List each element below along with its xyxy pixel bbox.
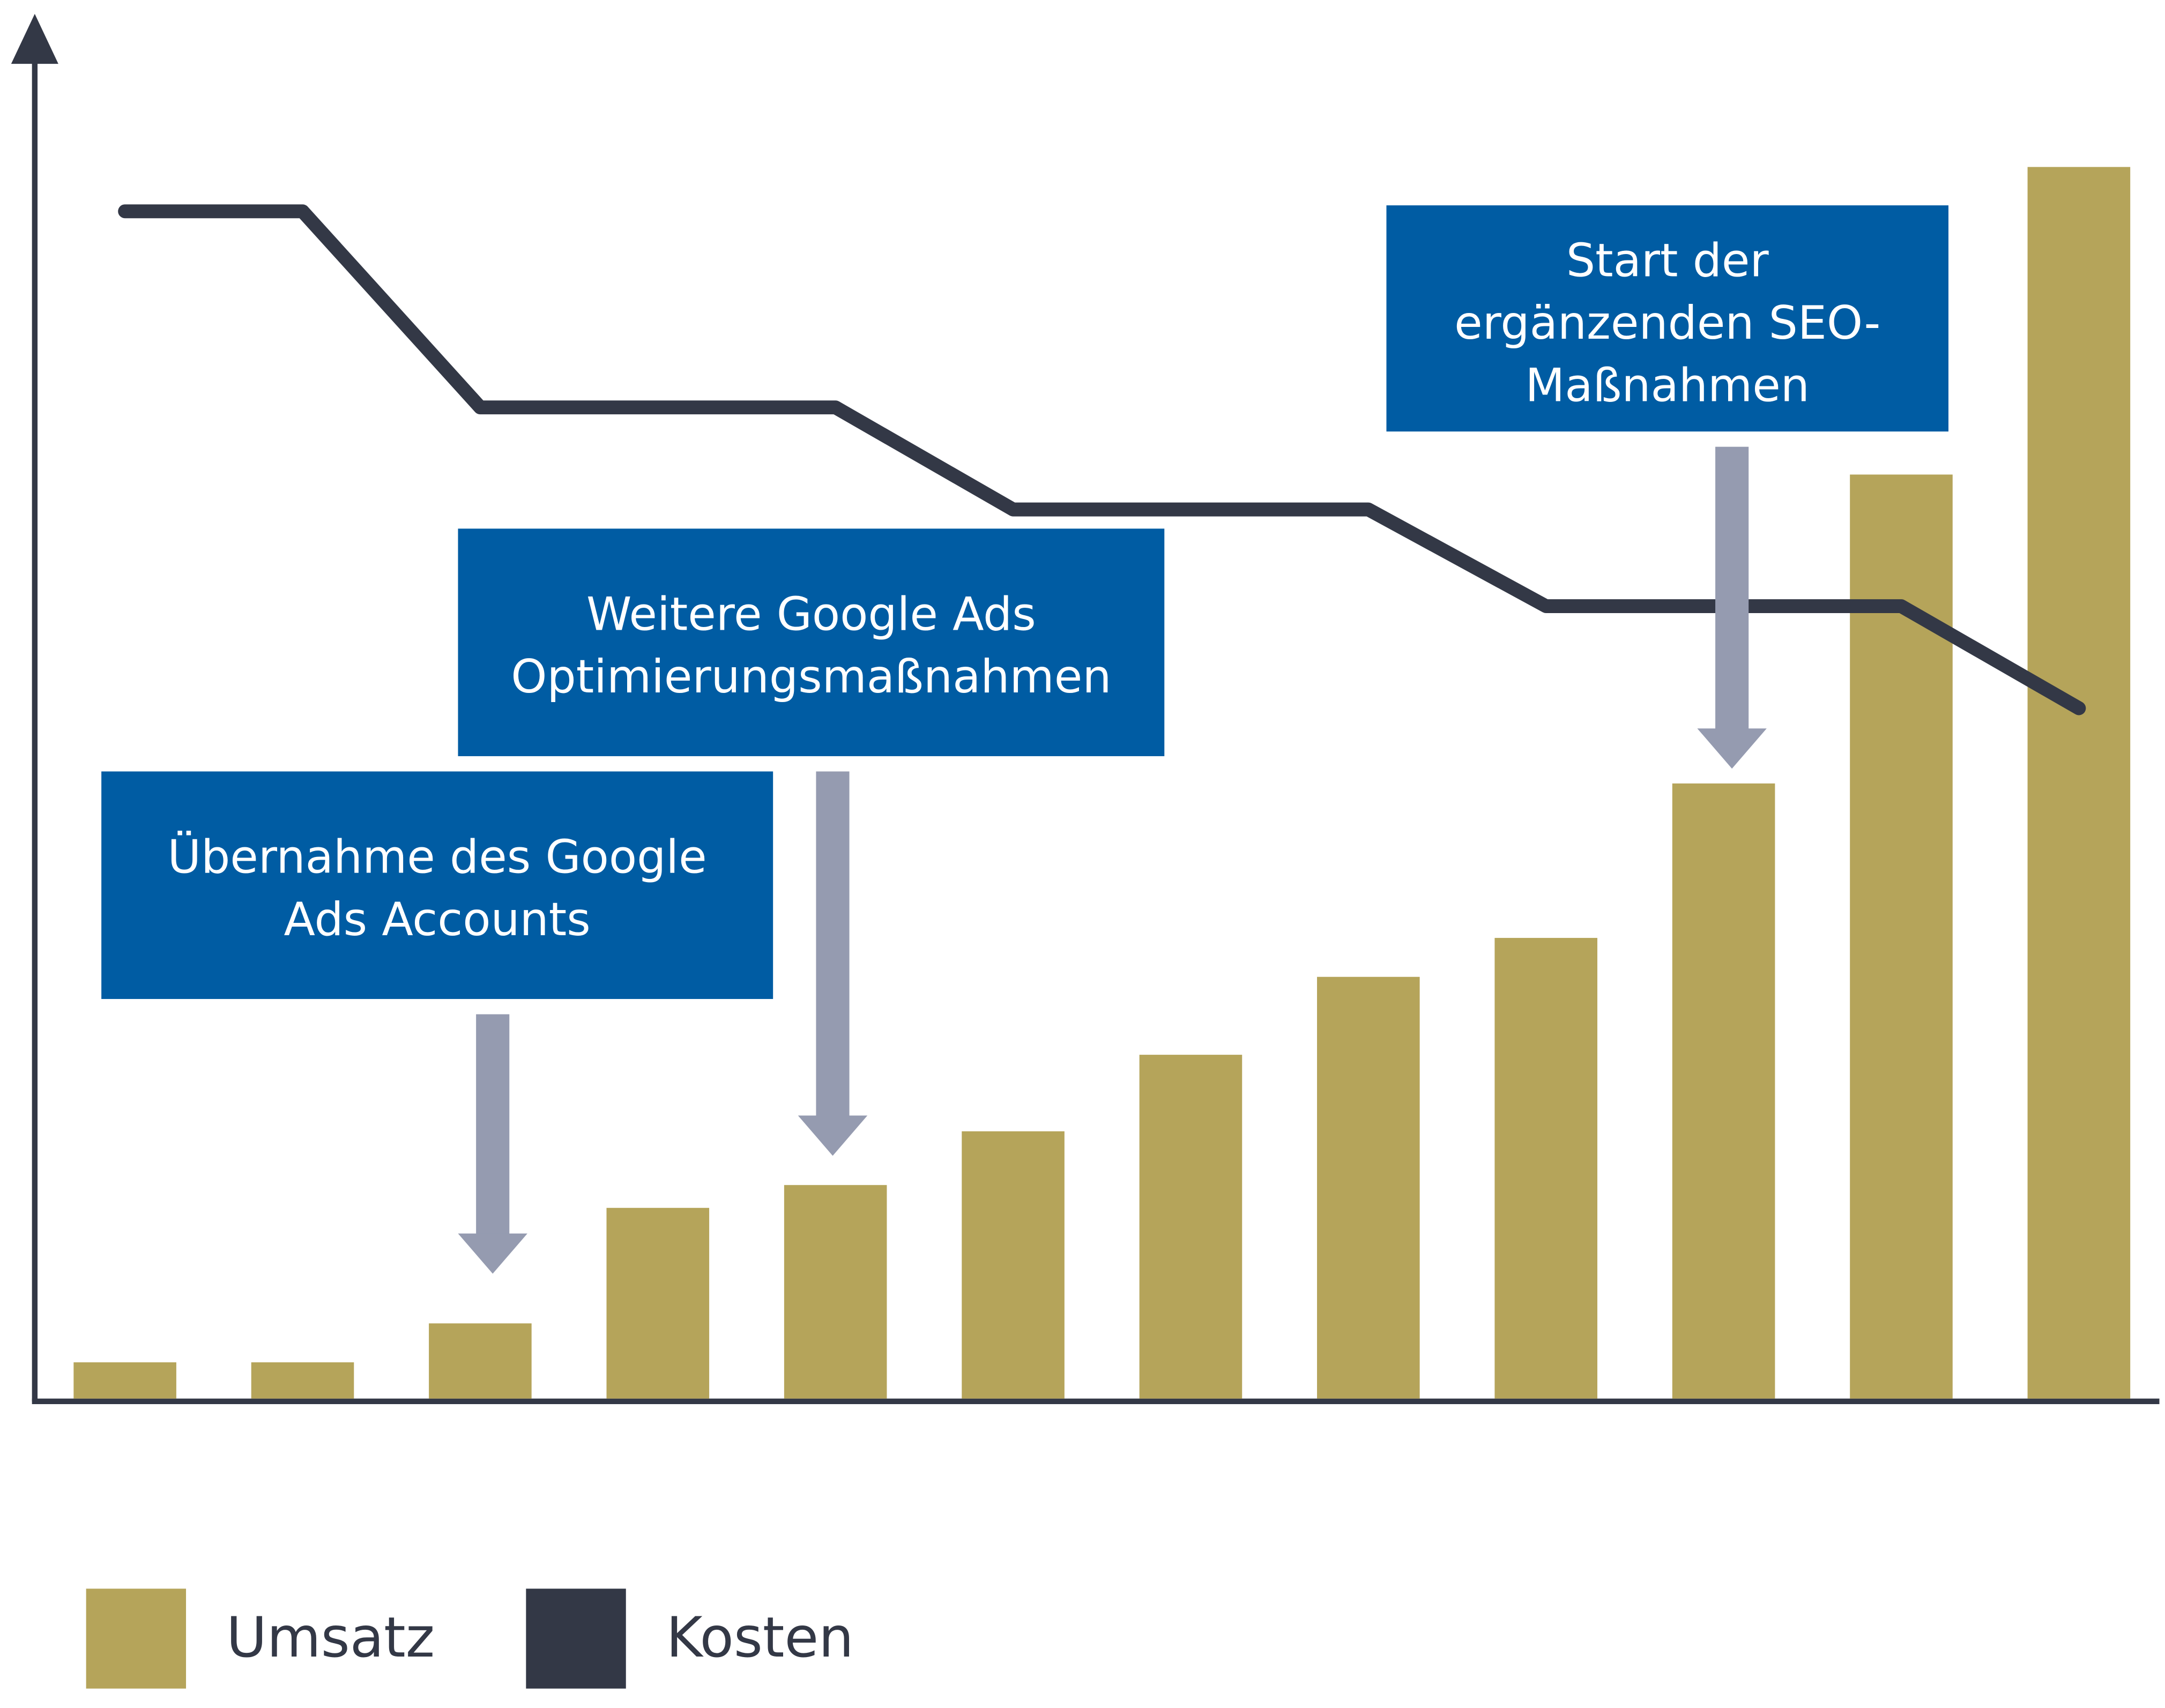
bar xyxy=(1139,1055,1243,1399)
annotation-arrow-shaft xyxy=(816,771,850,1117)
annotation-text: Maßnahmen xyxy=(1526,359,1810,412)
y-axis-arrow xyxy=(11,13,58,64)
annotation-text: Optimierungsmaßnahmen xyxy=(511,651,1111,704)
bar xyxy=(1317,976,1420,1399)
bar xyxy=(251,1362,354,1399)
annotation-arrow-head xyxy=(1697,728,1767,769)
bar xyxy=(962,1131,1065,1399)
bar xyxy=(784,1185,887,1399)
annotation-text: Start der xyxy=(1566,234,1769,287)
annotation-box xyxy=(458,528,1165,756)
annotation-text: ergänzenden SEO- xyxy=(1454,297,1880,350)
line xyxy=(118,204,2086,715)
annotation-text: Weitere Google Ads xyxy=(586,588,1036,642)
bar xyxy=(73,1362,176,1399)
bar xyxy=(1672,783,1775,1399)
annotation-text: Ads Accounts xyxy=(284,893,591,946)
bar xyxy=(606,1207,710,1399)
annotation-arrow-shaft xyxy=(1715,446,1749,730)
bar xyxy=(429,1323,532,1399)
annotation-arrow-head xyxy=(798,1115,868,1156)
annotation-arrow-head xyxy=(458,1233,527,1274)
bar xyxy=(2027,167,2131,1399)
annotation-box xyxy=(1386,205,1949,432)
legend-label: Kosten xyxy=(666,1606,854,1670)
legend-swatch xyxy=(526,1588,626,1689)
legend-label: Umsatz xyxy=(226,1606,435,1670)
annotation-text: Übernahme des Google xyxy=(168,831,707,884)
annotation-box xyxy=(101,771,773,1000)
bar xyxy=(1494,938,1598,1399)
legend-swatch xyxy=(86,1588,187,1689)
annotation-arrow-shaft xyxy=(476,1014,510,1235)
